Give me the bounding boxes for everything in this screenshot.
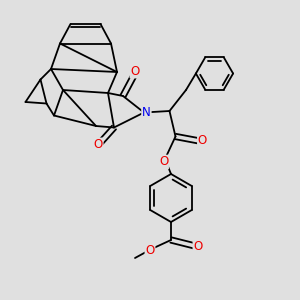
Text: O: O [146, 244, 154, 257]
Text: O: O [198, 134, 207, 148]
Text: O: O [94, 138, 103, 152]
Text: N: N [142, 106, 151, 119]
Text: O: O [159, 155, 168, 169]
Text: O: O [194, 239, 202, 253]
Text: O: O [130, 64, 140, 78]
